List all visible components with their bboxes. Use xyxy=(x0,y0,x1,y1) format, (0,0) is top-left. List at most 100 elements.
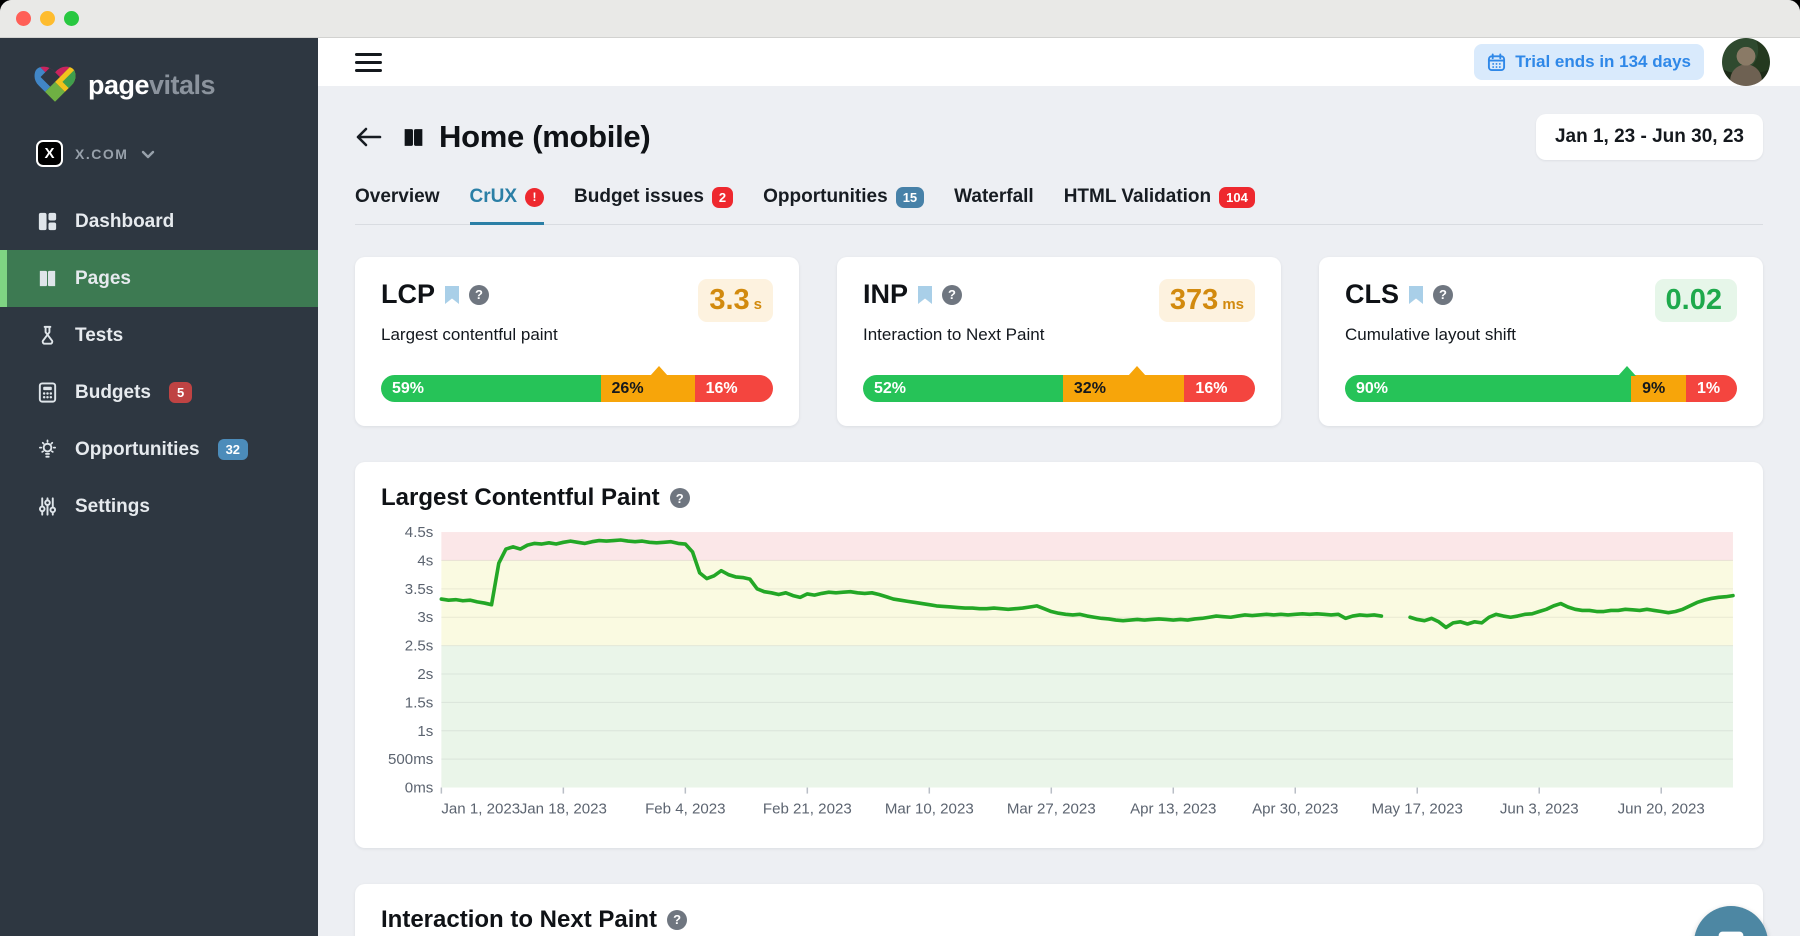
lcp-trend-chart: 4.5s 4s 3.5s 3s 2.5s 2s 1.5s 1s 500ms 0ms Jan 1, 2… xyxy=(381,524,1737,824)
menu-toggle-button[interactable] xyxy=(355,52,382,72)
tab-html-validation[interactable]: HTML Validation 104 xyxy=(1064,186,1255,225)
dist-segment-poor: 16% xyxy=(1184,375,1255,402)
flask-icon xyxy=(41,325,54,345)
svg-text:500ms: 500ms xyxy=(388,751,433,768)
dashboard-icon xyxy=(38,212,57,231)
help-icon[interactable]: ? xyxy=(669,488,690,508)
minimize-window-button[interactable] xyxy=(40,11,55,26)
metric-description: Cumulative layout shift xyxy=(1345,325,1517,344)
arrow-left-icon xyxy=(356,127,382,147)
metric-description: Interaction to Next Paint xyxy=(863,325,1045,344)
help-icon[interactable]: ? xyxy=(1433,284,1453,305)
svg-text:May 17, 2023: May 17, 2023 xyxy=(1372,801,1463,818)
help-icon[interactable]: ? xyxy=(667,909,688,930)
page-content: Home (mobile) Jan 1, 23 - Jun 30, 23 Ove… xyxy=(318,86,1800,936)
p75-marker xyxy=(650,366,669,376)
sidebar-item-label: Budgets xyxy=(75,381,151,403)
help-icon[interactable]: ? xyxy=(469,284,489,305)
metric-name: INP xyxy=(863,279,909,309)
help-icon[interactable]: ? xyxy=(942,284,963,305)
topbar: Trial ends in 134 days xyxy=(318,38,1800,86)
sidebar: pagevitals X X.COM Dashboard Pages Te xyxy=(0,38,318,936)
svg-text:Mar 10, 2023: Mar 10, 2023 xyxy=(885,801,974,818)
metric-card-inp: INP ? 373 ms Interaction to Next Paint 52… xyxy=(837,257,1281,426)
sidebar-item-label: Opportunities xyxy=(75,438,200,460)
svg-text:2.5s: 2.5s xyxy=(405,638,434,655)
dist-segment-needs-improvement: 26% xyxy=(600,375,695,402)
sidebar-item-dashboard[interactable]: Dashboard xyxy=(0,193,318,250)
sidebar-item-budgets[interactable]: Budgets 5 xyxy=(0,364,318,421)
fullscreen-window-button[interactable] xyxy=(64,11,79,26)
user-avatar[interactable] xyxy=(1722,38,1770,86)
svg-text:Apr 13, 2023: Apr 13, 2023 xyxy=(1130,801,1216,818)
bookmark-icon[interactable] xyxy=(444,285,460,305)
pagevitals-heart-icon xyxy=(34,66,76,102)
window-titlebar xyxy=(0,0,1800,38)
band-good xyxy=(441,645,1733,788)
lcp-chart-card: Largest Contentful Paint ? 4.5s 4s 3.5s 3s 2… xyxy=(355,462,1763,848)
trial-status-badge[interactable]: Trial ends in 134 days xyxy=(1474,44,1704,80)
lightbulb-icon xyxy=(38,439,57,458)
opportunities-count-badge: 15 xyxy=(895,186,925,208)
svg-text:Feb 21, 2023: Feb 21, 2023 xyxy=(763,801,852,818)
brand-name: pagevitals xyxy=(88,69,216,100)
dist-segment-good: 59% xyxy=(381,375,601,402)
site-logo-icon: X xyxy=(36,140,63,167)
lcp-series-line xyxy=(439,538,1384,623)
bookmark-icon[interactable] xyxy=(1408,285,1424,305)
close-window-button[interactable] xyxy=(16,11,31,26)
p75-marker xyxy=(1128,366,1147,376)
sidebar-item-settings[interactable]: Settings xyxy=(0,478,318,535)
svg-text:4.5s: 4.5s xyxy=(405,524,434,541)
page-book-icon xyxy=(404,128,423,146)
sidebar-item-label: Settings xyxy=(75,495,150,517)
html-validation-count-badge: 104 xyxy=(1219,186,1255,208)
budgets-count-badge: 5 xyxy=(169,382,193,403)
dist-segment-good: 52% xyxy=(863,375,1063,402)
bookmark-icon[interactable] xyxy=(917,285,933,305)
chart-title: Largest Contentful Paint ? xyxy=(381,484,1737,512)
budget-issues-count-badge: 2 xyxy=(711,186,734,208)
svg-text:Jun 20, 2023: Jun 20, 2023 xyxy=(1618,801,1705,818)
tab-overview[interactable]: Overview xyxy=(355,186,440,207)
svg-text:3s: 3s xyxy=(417,609,433,626)
sliders-icon xyxy=(38,497,57,516)
sidebar-item-tests[interactable]: Tests xyxy=(0,307,318,364)
svg-text:Jan 1, 2023: Jan 1, 2023 xyxy=(441,801,520,818)
date-range-picker[interactable]: Jan 1, 23 - Jun 30, 23 xyxy=(1535,114,1763,160)
tab-waterfall[interactable]: Waterfall xyxy=(954,186,1034,207)
dist-segment-needs-improvement: 9% xyxy=(1631,375,1687,402)
svg-text:Jun 3, 2023: Jun 3, 2023 xyxy=(1500,801,1579,818)
chevron-down-icon xyxy=(142,150,155,158)
sidebar-item-opportunities[interactable]: Opportunities 32 xyxy=(0,421,318,478)
dist-segment-needs-improvement: 32% xyxy=(1062,375,1185,402)
metric-description: Largest contentful paint xyxy=(381,325,558,344)
p75-marker xyxy=(1618,366,1637,376)
sidebar-nav: Dashboard Pages Tests Budgets 5 Op xyxy=(0,193,318,535)
distribution-bar: 90% 9% 1% xyxy=(1345,366,1737,402)
brand-logo: pagevitals xyxy=(0,38,318,104)
sidebar-item-pages[interactable]: Pages xyxy=(0,250,318,307)
svg-text:3.5s: 3.5s xyxy=(405,581,434,598)
site-selector[interactable]: X X.COM xyxy=(0,104,318,167)
band-needs-improvement xyxy=(441,560,1733,646)
svg-text:0ms: 0ms xyxy=(405,780,434,797)
svg-text:Feb 4, 2023: Feb 4, 2023 xyxy=(645,801,725,818)
tab-budget-issues[interactable]: Budget issues 2 xyxy=(574,186,734,225)
svg-text:Mar 27, 2023: Mar 27, 2023 xyxy=(1007,801,1096,818)
back-button[interactable] xyxy=(355,125,382,149)
sidebar-item-label: Pages xyxy=(75,267,131,289)
tab-crux[interactable]: CrUX! xyxy=(469,186,545,225)
metric-card-cls: CLS ? 0.02 Cumulative layout shift 90% xyxy=(1319,257,1763,426)
metric-card-lcp: LCP ? 3.3 s Largest contentful paint 59% xyxy=(355,257,799,426)
metric-cards-row: LCP ? 3.3 s Largest contentful paint 59% xyxy=(355,257,1763,426)
metric-value-badge: 3.3 s xyxy=(698,279,773,322)
svg-text:Apr 30, 2023: Apr 30, 2023 xyxy=(1252,801,1338,818)
tab-opportunities[interactable]: Opportunities 15 xyxy=(763,186,925,225)
dist-segment-good: 90% xyxy=(1345,375,1632,402)
crux-alert-badge: ! xyxy=(525,187,545,207)
distribution-bar: 52% 32% 16% xyxy=(863,366,1255,402)
band-poor xyxy=(441,532,1733,561)
chat-bubble-icon xyxy=(1718,931,1744,936)
